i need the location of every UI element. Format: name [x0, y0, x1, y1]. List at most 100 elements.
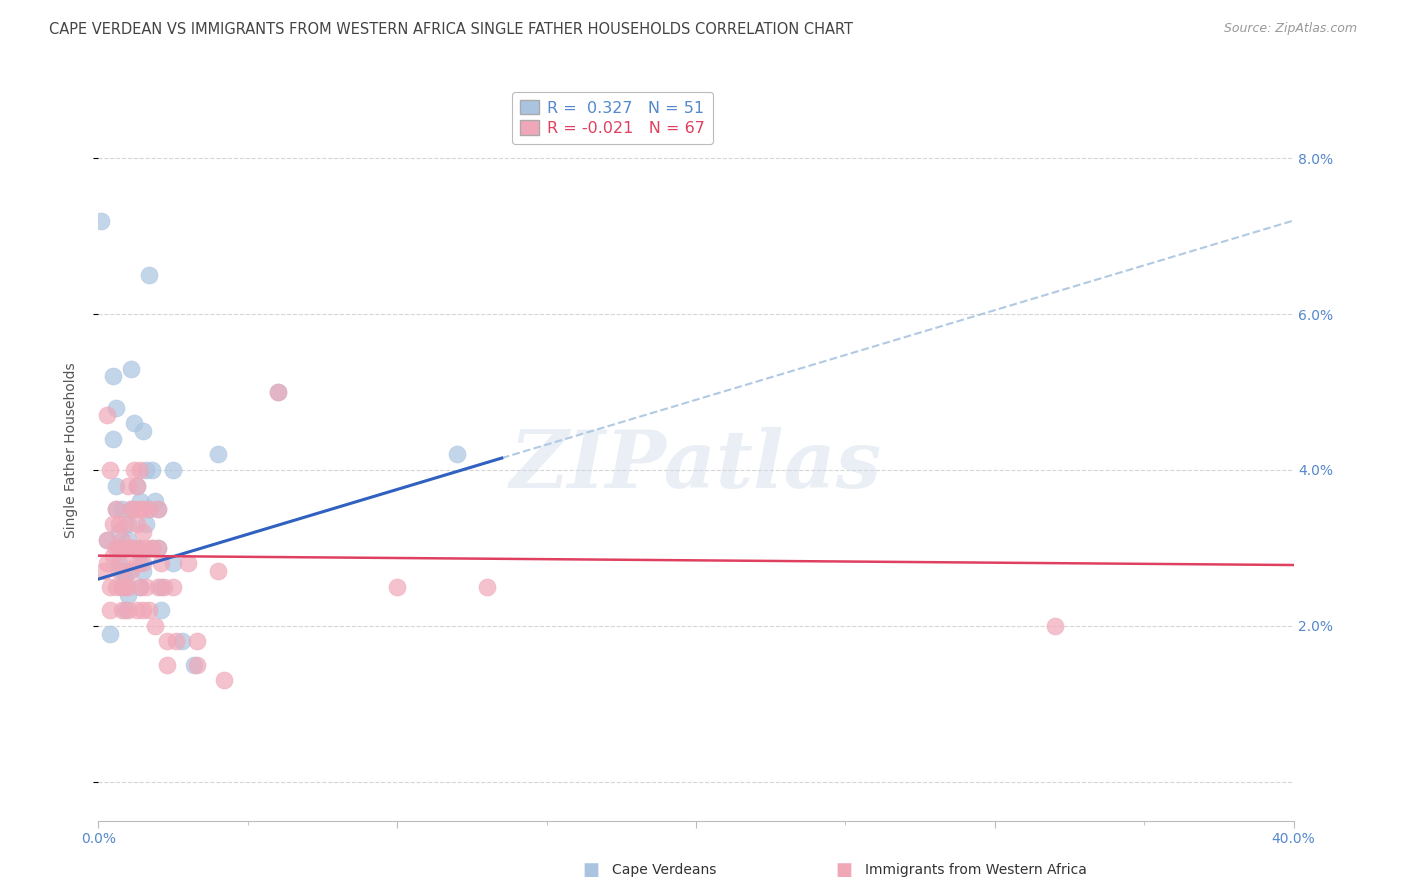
Point [141, 541, 163, 555]
Point [103, 517, 125, 532]
Point [132, 603, 155, 617]
Point [105, 502, 128, 516]
Point [135, 463, 157, 477]
Point [141, 463, 163, 477]
Text: Cape Verdeans: Cape Verdeans [612, 863, 716, 877]
Point [127, 517, 149, 532]
Point [132, 502, 155, 516]
Point [150, 603, 173, 617]
Point [117, 588, 139, 602]
Point [162, 580, 184, 594]
Point [267, 384, 290, 399]
Point [172, 634, 194, 648]
Point [96, 409, 118, 423]
Point [98, 580, 122, 594]
Point [103, 549, 125, 563]
Point [141, 541, 163, 555]
Point [132, 424, 155, 438]
Point [117, 564, 139, 578]
Text: ZIPatlas: ZIPatlas [510, 426, 882, 504]
Point [111, 541, 134, 555]
Point [150, 580, 173, 594]
Point [385, 580, 409, 594]
Point [120, 541, 142, 555]
Point [120, 564, 142, 578]
Point [129, 580, 152, 594]
Point [127, 541, 149, 555]
Point [105, 580, 128, 594]
Point [114, 572, 136, 586]
Point [114, 541, 136, 555]
Point [132, 525, 155, 540]
Point [150, 557, 173, 571]
Point [124, 541, 146, 555]
Point [129, 502, 152, 516]
Point [108, 517, 131, 532]
Point [165, 634, 187, 648]
Point [153, 580, 176, 594]
Point [111, 557, 134, 571]
Legend: R =  0.327   N = 51, R = -0.021   N = 67: R = 0.327 N = 51, R = -0.021 N = 67 [512, 92, 713, 144]
Point [111, 603, 134, 617]
Point [108, 541, 131, 555]
Point [207, 564, 229, 578]
Point [138, 502, 160, 516]
Point [207, 447, 229, 461]
Point [177, 557, 200, 571]
Point [1043, 619, 1066, 633]
Point [114, 580, 136, 594]
Point [148, 580, 170, 594]
Text: ■: ■ [835, 861, 852, 879]
Point [111, 580, 134, 594]
Point [156, 634, 179, 648]
Point [108, 541, 131, 555]
Point [105, 541, 128, 555]
Point [108, 525, 131, 540]
Point [129, 580, 152, 594]
Point [120, 361, 142, 376]
Point [111, 502, 134, 516]
Point [124, 541, 146, 555]
Point [111, 580, 134, 594]
Point [111, 533, 134, 547]
Point [117, 541, 139, 555]
Point [96, 557, 118, 571]
Point [124, 502, 146, 516]
Point [138, 268, 160, 282]
Point [117, 533, 139, 547]
Point [124, 416, 146, 430]
Point [117, 517, 139, 532]
Point [127, 557, 149, 571]
Point [186, 634, 208, 648]
Point [127, 478, 149, 492]
Point [148, 541, 170, 555]
Point [108, 557, 131, 571]
Point [446, 447, 468, 461]
Point [212, 673, 235, 688]
Point [143, 619, 166, 633]
Point [98, 626, 122, 640]
Point [105, 502, 128, 516]
Point [90, 213, 112, 227]
Point [96, 533, 118, 547]
Point [162, 557, 184, 571]
Point [148, 502, 170, 516]
Text: Source: ZipAtlas.com: Source: ZipAtlas.com [1223, 22, 1357, 36]
Text: Immigrants from Western Africa: Immigrants from Western Africa [865, 863, 1087, 877]
Point [186, 657, 208, 672]
Point [93, 564, 115, 578]
Point [156, 657, 179, 672]
Point [132, 564, 155, 578]
Point [105, 401, 128, 415]
Point [98, 463, 122, 477]
Point [103, 369, 125, 384]
Point [129, 494, 152, 508]
Point [120, 502, 142, 516]
Point [135, 541, 157, 555]
Point [108, 564, 131, 578]
Point [148, 541, 170, 555]
Point [103, 432, 125, 446]
Point [117, 603, 139, 617]
Point [124, 463, 146, 477]
Point [96, 533, 118, 547]
